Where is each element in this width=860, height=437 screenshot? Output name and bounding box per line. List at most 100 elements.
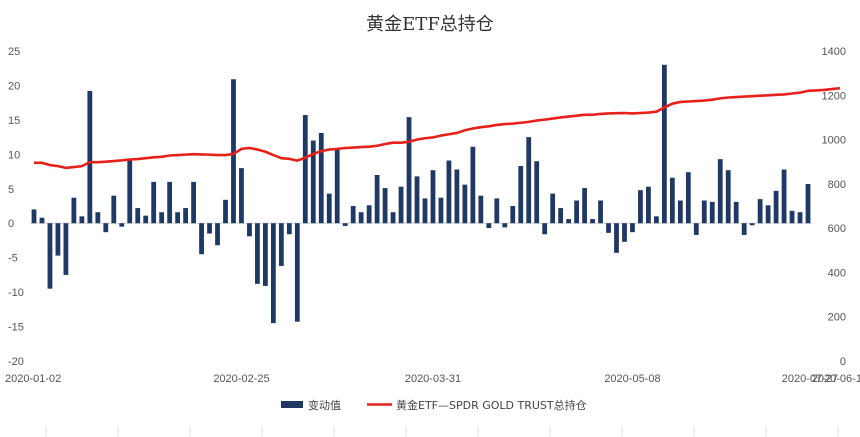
bottom-tick-strip [45, 426, 839, 437]
bar [223, 199, 228, 224]
bar [326, 193, 332, 224]
bar [693, 223, 699, 235]
bar-series [31, 64, 811, 324]
y-right-tick-label: 1400 [822, 46, 846, 58]
bar [318, 132, 324, 224]
bar [805, 183, 811, 224]
bar [95, 212, 101, 224]
bar [127, 160, 133, 224]
bar [191, 181, 196, 224]
bar [350, 206, 356, 224]
bar [398, 186, 404, 224]
bar [566, 219, 572, 224]
bar [135, 208, 141, 224]
bar [286, 223, 292, 235]
bar [454, 169, 460, 224]
bar [215, 223, 220, 246]
bar [709, 201, 715, 224]
x-tick-label: 2020-07-27 [782, 373, 838, 385]
bar [685, 172, 691, 224]
bar [278, 223, 284, 266]
bar [462, 184, 468, 224]
x-axis: 2020-01-02 2020-02-25 2020-03-31 2020-05-08… [5, 373, 860, 385]
bar [773, 190, 779, 224]
bar [406, 117, 412, 224]
bar [518, 166, 524, 224]
y-left-tick-label: 15 [8, 115, 20, 127]
bar [638, 190, 643, 224]
bar [757, 199, 763, 224]
bar [598, 200, 603, 224]
y-left-tick-label: 0 [8, 218, 14, 230]
legend-swatch-bar [281, 401, 303, 408]
bar [79, 216, 85, 224]
bar [765, 205, 771, 224]
bar [422, 198, 428, 224]
bar [590, 219, 595, 224]
y-right-tick-label: 400 [828, 267, 846, 279]
y-right-tick-label: 600 [828, 223, 846, 235]
chart-title: 黄金ETF总持仓 [366, 14, 494, 35]
bar [119, 223, 125, 227]
y-right-tick-label: 0 [840, 356, 846, 368]
bar [231, 79, 236, 224]
bar [646, 186, 651, 224]
bar [558, 208, 564, 224]
x-tick-label: 2020-02-25 [213, 373, 269, 385]
bar [478, 195, 484, 224]
bar [606, 223, 611, 233]
y-left-tick-label: -10 [8, 287, 24, 299]
bar [797, 212, 803, 224]
bar [71, 197, 77, 224]
bar [175, 212, 181, 224]
bar [741, 223, 747, 235]
bar [470, 146, 476, 224]
bar [239, 168, 244, 224]
bar [111, 195, 117, 224]
bar [494, 198, 500, 224]
bar [199, 223, 204, 255]
bar [502, 223, 508, 228]
y-right-tick-label: 1000 [822, 135, 846, 147]
bar [781, 169, 787, 224]
bar [263, 223, 268, 286]
line-series [33, 86, 841, 170]
bar [486, 223, 492, 229]
x-tick-label: 2020-06-12 [812, 373, 860, 385]
bar [143, 215, 149, 224]
y-left-tick-label: 25 [8, 46, 20, 58]
right-axis: 0 200 400 600 800 1000 1200 1400 [822, 46, 846, 368]
y-left-tick-label: 20 [8, 80, 20, 92]
y-left-tick-label: 10 [8, 149, 20, 161]
bar [87, 90, 93, 224]
bar [717, 159, 723, 224]
legend-label-bar: 变动值 [308, 398, 341, 412]
bar [582, 188, 587, 224]
bar [414, 176, 420, 224]
bar [39, 217, 45, 224]
bar [725, 170, 731, 224]
bar [701, 200, 707, 224]
y-left-tick-label: 5 [8, 184, 14, 196]
y-left-tick-label: -5 [8, 253, 18, 265]
bar [31, 209, 37, 224]
bar [622, 223, 627, 242]
bar [542, 223, 548, 235]
legend-label-line: 黄金ETF—SPDR GOLD TRUST总持仓 [396, 398, 587, 412]
bar [430, 170, 436, 224]
bar [270, 223, 276, 324]
bar [574, 200, 579, 224]
x-tick-label: 2020-03-31 [405, 373, 461, 385]
bar [614, 223, 619, 253]
y-right-tick-label: 1200 [822, 90, 846, 102]
left-axis: -20 -15 -10 -5 0 5 10 15 20 25 [8, 46, 24, 368]
legend: 变动值 黄金ETF—SPDR GOLD TRUST总持仓 [281, 398, 587, 412]
bar [749, 223, 755, 226]
bar [55, 223, 61, 256]
x-tick-label: 2020-01-02 [5, 373, 61, 385]
bar [661, 64, 667, 224]
bar [207, 223, 212, 234]
x-tick-label: 2020-05-08 [604, 373, 660, 385]
bar [255, 223, 260, 284]
bar [151, 181, 157, 224]
